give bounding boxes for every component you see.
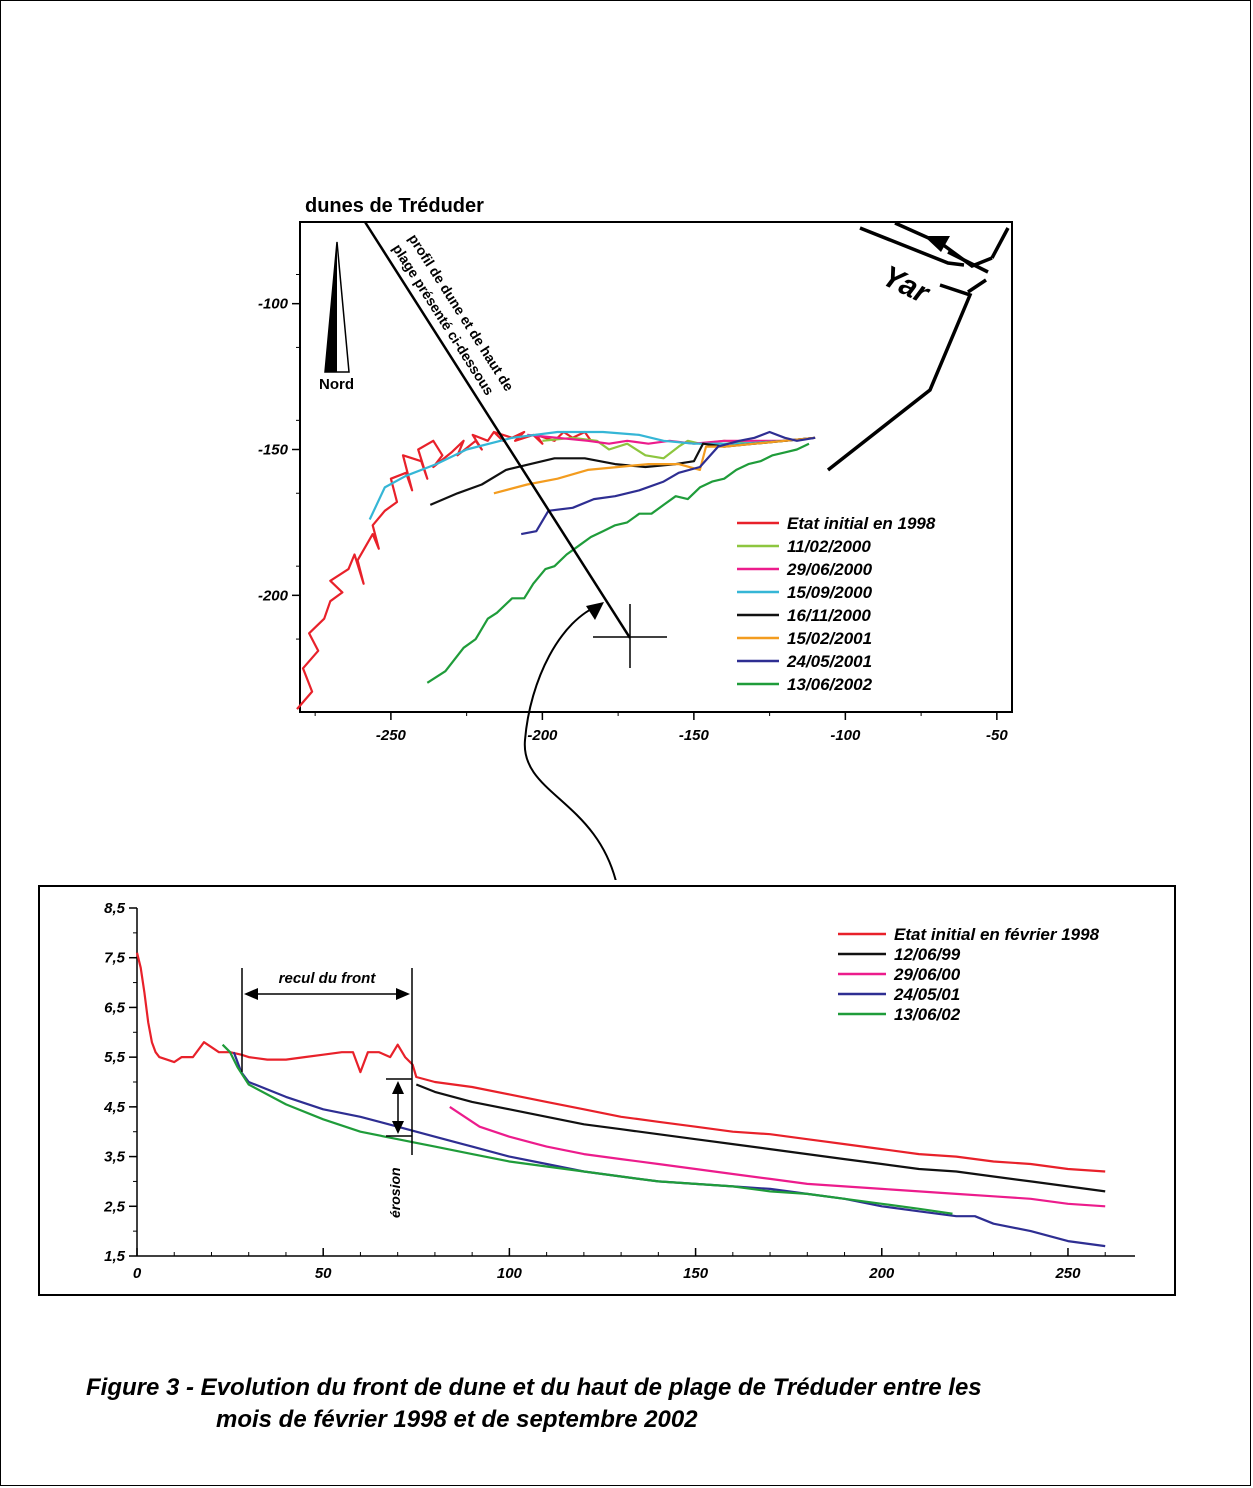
profile-origin-cross-icon (593, 604, 667, 668)
yar-label: Yar (877, 260, 936, 311)
profile-legend: Etat initial en février 199812/06/9929/0… (838, 925, 1100, 1024)
legend-label-3: 29/06/2000 (786, 560, 873, 579)
y-tick-label: 1,5 (104, 1248, 126, 1265)
series-line-6 (493, 436, 816, 495)
river-flow-arrow-icon (924, 236, 950, 252)
x-tick-label: 250 (1054, 1265, 1081, 1282)
x-tick-label: -100 (830, 727, 861, 744)
map-title: dunes de Tréduder (305, 195, 484, 217)
legend-label-6: 15/02/2001 (787, 629, 872, 648)
caption-line-1: Figure 3 - Evolution du front de dune et… (86, 1374, 982, 1401)
x-tick-label: 50 (315, 1265, 332, 1282)
erosion-arrow-up-icon (392, 1081, 404, 1094)
y-tick-label: 8,5 (104, 900, 126, 917)
connector-curve (523, 604, 617, 880)
legend-label-1: Etat initial en février 1998 (894, 925, 1100, 944)
erosion-label: érosion (387, 1167, 403, 1218)
y-tick-label: 3,5 (104, 1149, 126, 1166)
profile-label-line2: plage présenté ci-dessous (389, 241, 497, 398)
y-tick-label: -150 (258, 442, 289, 459)
x-tick-label: -250 (376, 727, 407, 744)
yar-river-outline (826, 221, 1010, 472)
y-tick-label: 2,5 (103, 1198, 126, 1215)
profile-line (363, 221, 632, 639)
map-plot-frame (299, 221, 1013, 713)
x-tick-label: -150 (679, 727, 710, 744)
y-tick-label: 6,5 (104, 999, 126, 1016)
series-line-8 (426, 442, 810, 684)
north-arrow-icon (324, 241, 350, 373)
profile-y-ticks: 1,5 2,5 3,5 4,5 5,5 6,5 7,5 8,5 (103, 900, 137, 1265)
x-tick-label: -50 (986, 727, 1008, 744)
series-line-3 (527, 433, 816, 445)
x-tick-label: 150 (683, 1265, 709, 1282)
series-line-1 (296, 430, 592, 710)
x-tick-label: 100 (497, 1265, 523, 1282)
x-tick-label: 200 (868, 1265, 895, 1282)
map-legend: Etat initial en 1998 11/02/2000 29/06/2000… (737, 514, 936, 694)
y-tick-label: 4,5 (103, 1099, 126, 1116)
legend-label-4: 24/05/01 (893, 985, 960, 1004)
map-series-group (296, 430, 816, 710)
legend-label-5: 16/11/2000 (787, 606, 871, 625)
map-x-ticks: -250 -200 -150 -100 -50 (314, 712, 1008, 744)
legend-label-3: 29/06/00 (893, 965, 961, 984)
legend-label-4: 15/09/2000 (787, 583, 873, 602)
recul-arrow-left-icon (244, 988, 258, 1000)
profile-chart: 0 50 100 150 200 250 1,5 2,5 3,5 4,5 5,5 6,5 7,5 8,5… (38, 885, 1176, 1296)
north-label: Nord (319, 376, 354, 393)
y-tick-label: -200 (258, 587, 289, 604)
map-chart: dunes de Tréduder -250 -200 -150 -100 -50 -1… (258, 195, 1013, 880)
recul-arrow-right-icon (396, 988, 410, 1000)
connector-arrowhead-icon (586, 602, 604, 620)
y-tick-label: 5,5 (104, 1049, 126, 1066)
profile-x-ticks: 0 50 100 150 200 250 (133, 1248, 1106, 1282)
y-tick-label: -100 (258, 296, 289, 313)
series-line-2 (415, 1083, 1106, 1193)
profile-chart-frame (38, 885, 1176, 1296)
figure-caption: Figure 3 - Evolution du front de dune et… (86, 1372, 1206, 1436)
recul-annotation (241, 968, 413, 1155)
legend-label-8: 13/06/2002 (787, 675, 873, 694)
map-y-ticks: -100 -150 -200 (258, 274, 300, 640)
caption-line-2: mois de février 1998 et de septembre 200… (216, 1406, 698, 1433)
y-tick-label: 7,5 (104, 950, 126, 967)
erosion-arrow-down-icon (392, 1121, 404, 1134)
x-tick-label: 0 (133, 1265, 142, 1282)
series-line-1 (135, 952, 1106, 1173)
series-line-7 (520, 430, 816, 536)
profile-series-group (135, 952, 1106, 1248)
legend-label-2: 11/02/2000 (787, 537, 871, 556)
legend-label-2: 12/06/99 (894, 945, 961, 964)
x-tick-label: -200 (527, 727, 558, 744)
legend-label-7: 24/05/2001 (786, 652, 872, 671)
recul-label: recul du front (279, 970, 377, 987)
legend-label-5: 13/06/02 (894, 1005, 961, 1024)
legend-label-1: Etat initial en 1998 (787, 514, 936, 533)
series-line-3 (449, 1105, 1106, 1208)
series-line-5 (221, 1043, 953, 1215)
